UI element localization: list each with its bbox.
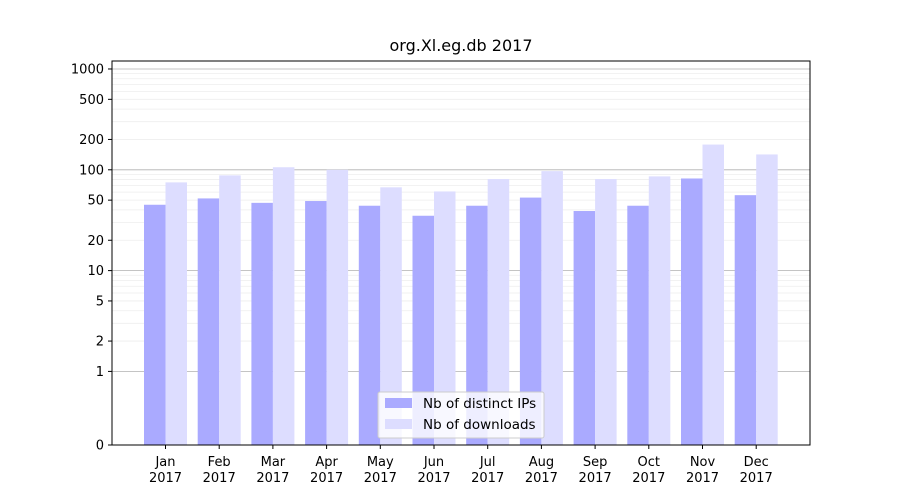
x-tick-label-month: Jun (423, 455, 444, 470)
y-tick-label: 0 (96, 439, 104, 454)
bar-distinct-ips-mar (251, 202, 273, 445)
axis-layer: 01251020501002005001000Jan2017Feb2017Mar… (71, 62, 773, 486)
x-tick-label-year: 2017 (525, 471, 558, 486)
bar-layer (144, 144, 778, 446)
bar-downloads-jul (487, 179, 510, 445)
x-tick-label-year: 2017 (686, 471, 719, 486)
y-tick-label: 20 (87, 234, 104, 249)
x-tick-label-month: Mar (261, 455, 286, 470)
y-tick-label: 1000 (71, 62, 104, 77)
x-tick-label-year: 2017 (364, 471, 397, 486)
x-tick-label-year: 2017 (740, 471, 773, 486)
x-tick-label-year: 2017 (203, 471, 236, 486)
plot-frame (111, 60, 811, 446)
bar-downloads-may (380, 187, 402, 445)
x-tick-label-year: 2017 (149, 471, 182, 486)
bar-downloads-nov (702, 144, 724, 446)
bar-downloads-apr (326, 169, 349, 445)
x-tick-label-month: Apr (315, 455, 338, 470)
x-tick-label-month: Sep (583, 455, 608, 470)
x-tick-label-year: 2017 (256, 471, 289, 486)
bar-distinct-ips-apr (305, 201, 327, 445)
y-tick-label: 200 (79, 133, 104, 148)
x-tick-label-month: Jan (154, 455, 175, 470)
legend: Nb of distinct IPs Nb of downloads (377, 391, 545, 439)
bar-distinct-ips-nov (681, 178, 703, 445)
x-tick-label-year: 2017 (471, 471, 504, 486)
bar-downloads-jun (434, 191, 456, 445)
bar-downloads-dec (756, 154, 778, 445)
bar-downloads-aug (541, 171, 563, 445)
legend-swatch-downloads (385, 419, 412, 429)
y-tick-label: 10 (87, 264, 104, 279)
x-tick-label-month: Jul (479, 455, 496, 470)
bar-distinct-ips-dec (734, 195, 757, 445)
legend-box (377, 391, 545, 439)
bar-distinct-ips-jul (466, 205, 488, 445)
x-tick-label-month: Dec (744, 455, 769, 470)
bar-downloads-mar (272, 167, 295, 446)
x-tick-label-month: Nov (690, 455, 716, 470)
y-tick-label: 1 (96, 365, 104, 380)
bar-distinct-ips-feb (197, 198, 220, 445)
bar-distinct-ips-may (358, 205, 381, 445)
legend-label-distinct-ips: Nb of distinct IPs (423, 396, 536, 412)
x-tick-label-month: Feb (208, 455, 231, 470)
y-tick-label: 50 (87, 194, 104, 209)
x-tick-label-month: Oct (638, 455, 660, 470)
bar-distinct-ips-oct (627, 205, 649, 445)
bar-downloads-feb (219, 175, 241, 445)
bar-downloads-oct (648, 176, 671, 445)
bar-downloads-jan (165, 182, 187, 445)
bar-distinct-ips-jun (412, 215, 434, 445)
x-tick-label-year: 2017 (579, 471, 612, 486)
x-tick-label-year: 2017 (417, 471, 450, 486)
x-tick-label-month: May (367, 455, 394, 470)
bar-distinct-ips-jan (144, 204, 166, 445)
chart-title: org.Xl.eg.db 2017 (389, 36, 532, 55)
y-tick-label: 5 (96, 294, 104, 309)
y-tick-label: 100 (79, 163, 104, 178)
x-tick-label-month: Aug (529, 455, 554, 470)
x-tick-label-year: 2017 (632, 471, 665, 486)
bar-downloads-sep (595, 179, 617, 445)
y-tick-label: 500 (79, 93, 104, 108)
y-tick-label: 2 (96, 335, 104, 350)
bar-distinct-ips-sep (573, 211, 596, 445)
x-tick-label-year: 2017 (310, 471, 343, 486)
legend-swatch-distinct-ips (385, 398, 412, 408)
bar-distinct-ips-aug (519, 197, 542, 445)
legend-label-downloads: Nb of downloads (423, 417, 536, 433)
